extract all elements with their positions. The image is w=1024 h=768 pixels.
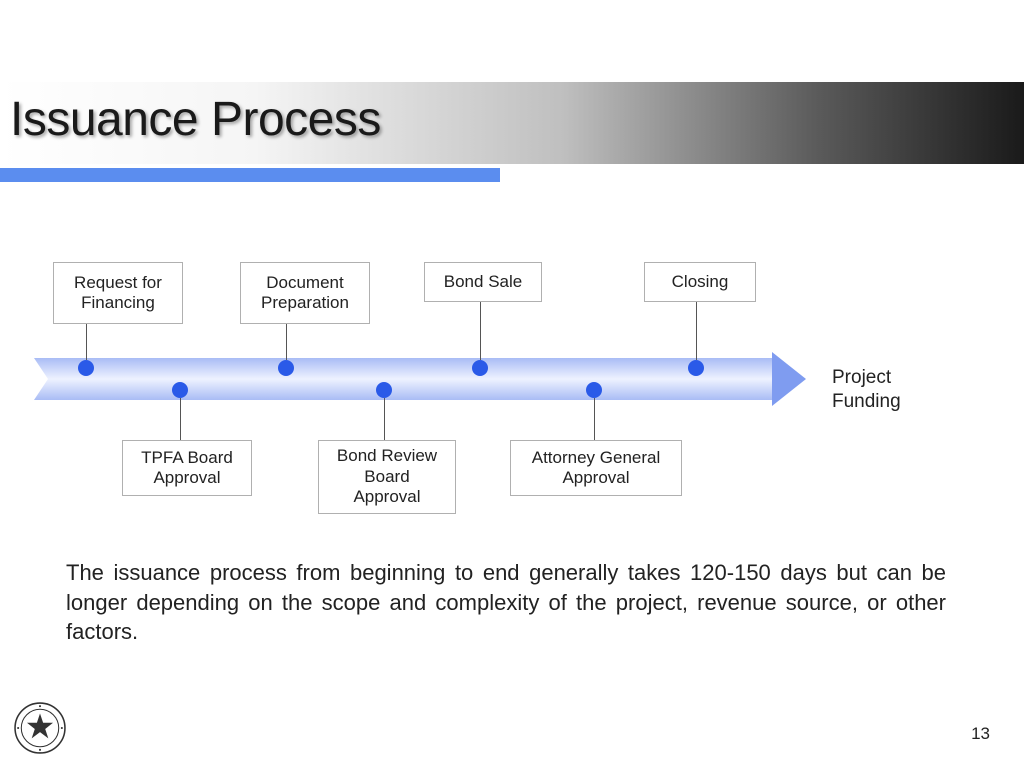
page-title: Issuance Process [10,92,381,147]
timeline-box-req: Request forFinancing [53,262,183,324]
timeline-dot-req [78,360,94,376]
timeline-dot-close [688,360,704,376]
timeline-box-brb: Bond ReviewBoardApproval [318,440,456,514]
timeline-connector-close [696,302,697,360]
timeline-box-doc: DocumentPreparation [240,262,370,324]
title-underline-bar [0,168,500,182]
timeline-connector-req [86,324,87,360]
seal-icon [14,702,66,754]
timeline-dot-ag [586,382,602,398]
timeline-connector-sale [480,302,481,360]
timeline-connector-brb [384,398,385,440]
page-number: 13 [971,724,990,744]
arrow-head-icon [772,352,806,406]
arrow-body [34,358,774,400]
timeline-connector-tpfa [180,398,181,440]
timeline-arrow [34,358,794,400]
timeline-dot-tpfa [172,382,188,398]
timeline-box-sale: Bond Sale [424,262,542,302]
timeline-connector-ag [594,398,595,440]
timeline-dot-sale [472,360,488,376]
description-paragraph: The issuance process from beginning to e… [66,558,946,647]
timeline-dot-doc [278,360,294,376]
timeline-end-label: ProjectFunding [832,366,901,414]
timeline-box-close: Closing [644,262,756,302]
timeline-dot-brb [376,382,392,398]
timeline-connector-doc [286,324,287,360]
timeline-box-ag: Attorney GeneralApproval [510,440,682,496]
timeline-box-tpfa: TPFA BoardApproval [122,440,252,496]
